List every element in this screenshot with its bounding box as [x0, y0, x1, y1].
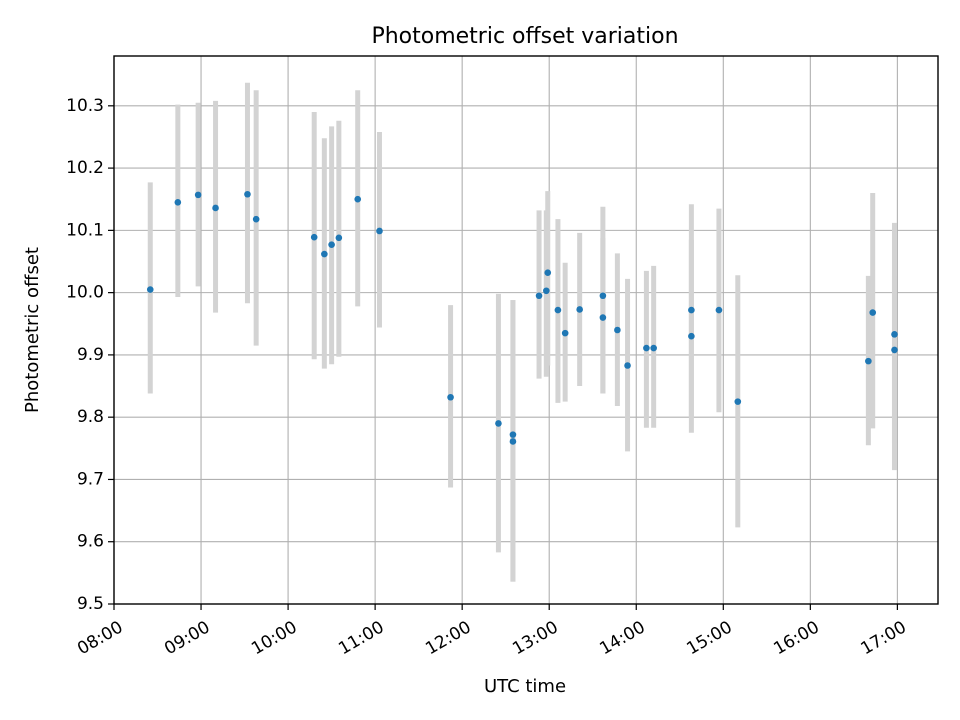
data-point: [561, 329, 569, 337]
y-tick-label: 9.8: [77, 407, 104, 427]
data-point: [447, 393, 454, 401]
grid: [113, 56, 938, 605]
x-tick-label: 12:00: [422, 617, 474, 659]
data-point: [509, 438, 517, 445]
data-point: [891, 331, 898, 338]
data-point: [535, 292, 543, 300]
x-ticks: 08:00 09:00 10:00 11:00 12:00 13:00 14:00 15:00…: [74, 604, 910, 659]
data-point: [328, 241, 335, 248]
data-point: [543, 287, 550, 295]
data-point: [869, 309, 877, 316]
x-tick-label: 09:00: [161, 617, 213, 659]
data-point: [212, 204, 219, 212]
y-tick-label: 10.0: [66, 283, 104, 303]
data-point: [576, 306, 583, 313]
data-point: [599, 314, 607, 321]
data-point: [194, 191, 202, 199]
y-ticks: 9.5 9.6 9.7 9.8 9.9 10.0 10.1 10.2 10.3: [66, 96, 114, 614]
data-point: [688, 306, 695, 314]
y-tick-label: 9.6: [77, 532, 104, 552]
y-tick-label: 9.5: [77, 594, 104, 614]
x-tick-label: 15:00: [683, 617, 735, 659]
x-tick-label: 14:00: [596, 617, 648, 659]
x-tick-label: 08:00: [74, 617, 126, 659]
data-point: [495, 420, 502, 427]
data-point: [650, 344, 657, 352]
data-point: [310, 233, 318, 241]
data-points: [146, 190, 898, 445]
data-point: [252, 215, 260, 223]
y-tick-label: 9.9: [77, 345, 104, 365]
y-tick-label: 9.7: [77, 469, 104, 489]
data-point: [688, 332, 695, 340]
data-point: [244, 190, 251, 198]
x-tick-label: 13:00: [509, 617, 561, 659]
data-point: [146, 286, 154, 293]
data-point: [891, 346, 898, 354]
data-point: [321, 250, 328, 258]
y-tick-label: 10.2: [66, 158, 104, 178]
x-tick-label: 17:00: [857, 617, 909, 659]
data-point: [624, 362, 631, 369]
plot-frame: [113, 55, 939, 605]
data-point: [174, 199, 182, 206]
data-point: [599, 292, 607, 300]
y-tick-label: 10.1: [66, 220, 104, 240]
data-point: [614, 326, 621, 334]
data-point: [509, 431, 517, 438]
data-point: [376, 227, 383, 235]
x-axis-label: UTC time: [484, 676, 566, 697]
chart-title: Photometric offset variation: [371, 24, 678, 49]
data-point: [734, 398, 742, 405]
x-tick-label: 11:00: [335, 617, 387, 659]
data-point: [554, 306, 562, 314]
x-tick-label: 10:00: [248, 617, 300, 659]
y-tick-label: 10.3: [66, 96, 104, 116]
data-point: [865, 357, 872, 365]
data-point: [544, 269, 552, 277]
data-point: [354, 195, 362, 203]
data-point: [715, 306, 723, 314]
y-axis-label: Photometric offset: [22, 247, 43, 413]
data-point: [335, 234, 343, 242]
x-tick-label: 16:00: [770, 617, 822, 659]
error-bars: [147, 82, 897, 582]
data-point: [643, 344, 650, 352]
